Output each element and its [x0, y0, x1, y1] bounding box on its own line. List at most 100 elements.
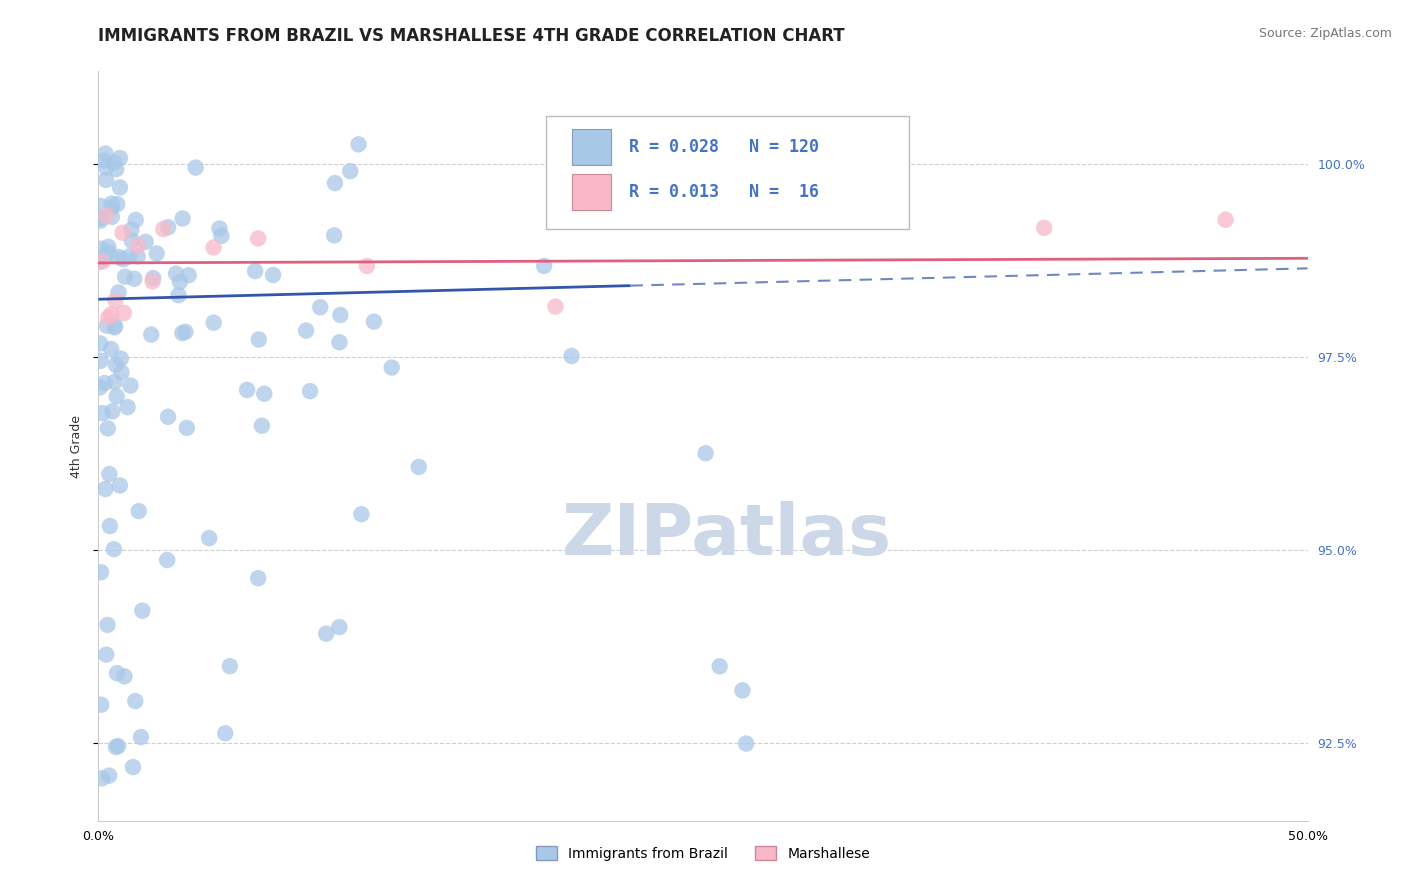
Point	[253, 386, 276, 401]
Point	[89, 211, 111, 226]
Point	[114, 669, 136, 683]
Point	[328, 335, 350, 350]
Point	[104, 739, 127, 754]
Point	[695, 446, 717, 460]
Point	[309, 300, 332, 314]
Point	[135, 235, 157, 249]
Point	[176, 421, 198, 435]
Point	[247, 231, 270, 245]
Point	[89, 254, 111, 268]
Point	[105, 666, 128, 681]
Point	[236, 383, 259, 397]
Point	[211, 228, 233, 243]
Point	[96, 318, 118, 333]
Point	[564, 207, 586, 221]
Point	[105, 197, 128, 211]
Point	[129, 730, 152, 744]
Point	[105, 389, 128, 403]
Point	[172, 211, 194, 226]
Point	[107, 285, 129, 300]
Point	[731, 683, 754, 698]
Point	[96, 209, 118, 223]
Point	[103, 375, 125, 389]
FancyBboxPatch shape	[572, 129, 612, 165]
Point	[298, 384, 321, 399]
Point	[96, 161, 118, 175]
Point	[111, 226, 134, 240]
Point	[157, 220, 180, 235]
Text: IMMIGRANTS FROM BRAZIL VS MARSHALLESE 4TH GRADE CORRELATION CHART: IMMIGRANTS FROM BRAZIL VS MARSHALLESE 4T…	[98, 27, 845, 45]
Point	[124, 272, 146, 286]
Point	[125, 213, 148, 227]
Point	[107, 250, 129, 264]
Text: R = 0.028   N = 120: R = 0.028 N = 120	[630, 138, 820, 156]
FancyBboxPatch shape	[572, 174, 612, 210]
Point	[90, 566, 112, 580]
Point	[202, 316, 225, 330]
Point	[114, 269, 136, 284]
Point	[90, 698, 112, 712]
Y-axis label: 4th Grade: 4th Grade	[70, 415, 83, 477]
Point	[347, 137, 370, 152]
Point	[408, 459, 430, 474]
Point	[104, 293, 127, 308]
FancyBboxPatch shape	[546, 116, 908, 228]
Point	[97, 245, 120, 260]
Point	[96, 648, 118, 662]
Point	[184, 161, 207, 175]
Legend: Immigrants from Brazil, Marshallese: Immigrants from Brazil, Marshallese	[530, 840, 876, 866]
Point	[638, 193, 661, 207]
Point	[110, 351, 132, 366]
Text: ZIPatlas: ZIPatlas	[562, 501, 893, 570]
Point	[120, 222, 142, 236]
Point	[118, 249, 141, 263]
Text: R = 0.013   N =  16: R = 0.013 N = 16	[630, 183, 820, 201]
Point	[247, 571, 270, 585]
Point	[89, 380, 111, 394]
Point	[156, 553, 179, 567]
Point	[544, 300, 567, 314]
Point	[735, 737, 758, 751]
Point	[98, 467, 121, 482]
Point	[104, 358, 127, 372]
Point	[104, 319, 127, 334]
Point	[94, 146, 117, 161]
Point	[202, 240, 225, 254]
Point	[117, 400, 139, 414]
Point	[89, 199, 111, 213]
Point	[100, 307, 122, 321]
Point	[101, 200, 124, 214]
Point	[122, 760, 145, 774]
Point	[124, 694, 146, 708]
Point	[128, 504, 150, 518]
Point	[174, 325, 197, 339]
Point	[112, 252, 135, 267]
Point	[91, 772, 114, 786]
Point	[91, 406, 114, 420]
Point	[250, 418, 273, 433]
Point	[157, 409, 180, 424]
Point	[709, 659, 731, 673]
Point	[97, 310, 120, 325]
Point	[323, 228, 346, 243]
Point	[110, 366, 132, 380]
Point	[177, 268, 200, 283]
Point	[108, 151, 131, 165]
Point	[127, 249, 149, 263]
Point	[165, 267, 187, 281]
Point	[101, 404, 124, 418]
Point	[96, 618, 118, 632]
Point	[103, 320, 125, 334]
Point	[90, 242, 112, 256]
Point	[121, 234, 143, 248]
Point	[1033, 220, 1056, 235]
Point	[101, 210, 124, 224]
Point	[329, 308, 352, 322]
Point	[243, 264, 266, 278]
Point	[100, 342, 122, 356]
Point	[97, 240, 120, 254]
Point	[142, 275, 165, 289]
Point	[90, 353, 112, 368]
Point	[167, 288, 190, 302]
Point	[295, 324, 318, 338]
